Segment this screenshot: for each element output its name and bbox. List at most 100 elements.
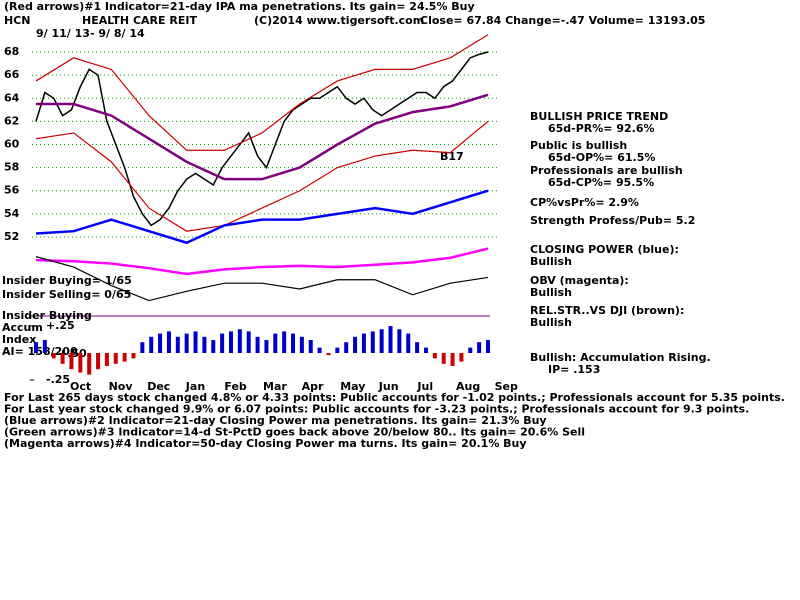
accum-bar	[34, 342, 38, 353]
accum-bar	[140, 342, 145, 353]
side-text: Bullish: Accumulation Rising.	[530, 351, 711, 364]
accum-bar	[87, 353, 92, 375]
y-tick-label: 52	[4, 230, 19, 243]
x-tick-label: Aug	[456, 380, 480, 393]
accum-bar	[353, 336, 358, 353]
series-line	[35, 120, 489, 232]
annotation: B17	[440, 150, 464, 163]
side-text: Strength Profess/Pub= 5.2	[530, 214, 695, 227]
accum-bar	[78, 353, 83, 373]
accum-bar	[193, 331, 198, 353]
copyright: (C)2014 www.tigersoft.com	[254, 14, 424, 27]
series-line	[35, 34, 489, 151]
accum-bar	[158, 333, 163, 353]
side-text: Professionals are bullish	[530, 164, 683, 177]
x-tick-label: Sep	[495, 380, 518, 393]
accum-bar	[406, 333, 411, 353]
y-tick-label: 54	[4, 207, 20, 220]
x-tick-label: May	[340, 380, 365, 393]
x-tick-label: Dec	[147, 380, 170, 393]
series-line	[35, 51, 489, 227]
x-tick-label: Mar	[263, 380, 287, 393]
accum-bar	[60, 353, 65, 364]
footer-text: (Green arrows)#3 Indicator=14-d St-PctD …	[4, 426, 585, 439]
accum-bar	[131, 353, 136, 359]
accum-bar	[423, 347, 428, 353]
accum-bar	[273, 333, 278, 353]
accum-bar	[441, 353, 446, 364]
accum-bar	[184, 333, 189, 353]
accum-bar	[255, 336, 260, 353]
accum-bar	[459, 353, 464, 362]
accum-bar	[370, 331, 375, 353]
x-tick-label: Oct	[70, 380, 91, 393]
x-tick-label: Nov	[109, 380, 134, 393]
footer-text: For Last year stock changed 9.9% or 6.07…	[4, 403, 749, 416]
footer-text: (Blue arrows)#2 Indicator=21-day Closing…	[4, 414, 547, 427]
side-text: CLOSING POWER (blue):	[530, 243, 679, 256]
side-text: REL.STR..VS DJI (brown):	[530, 304, 684, 317]
accum-bar	[388, 326, 393, 353]
accum-label: Insider Buying	[2, 309, 92, 322]
accum-bar	[397, 329, 402, 353]
y-tick-label: 62	[4, 114, 19, 127]
accum-bar	[450, 353, 455, 366]
side-text: Bullish	[530, 316, 572, 329]
accum-bar	[432, 353, 437, 359]
accum-bar	[175, 336, 180, 353]
side-text: CP%vsPr%= 2.9%	[530, 196, 639, 209]
accum-bar	[122, 353, 127, 362]
ticker: HCN	[4, 14, 31, 27]
accum-bar	[202, 336, 207, 353]
accum-bar	[246, 331, 251, 353]
accum-bar	[51, 353, 56, 359]
accum-bar	[344, 342, 349, 353]
y-tick-label: 68	[4, 45, 19, 58]
accum-bar	[104, 353, 109, 366]
accum-bar	[468, 347, 473, 353]
accum-bar	[299, 336, 304, 353]
series-line	[36, 93, 489, 181]
insider-selling: Insider Selling= 0/65	[2, 288, 131, 301]
side-text: Public is bullish	[530, 139, 627, 152]
accum-bar	[96, 353, 101, 370]
accum-bar	[113, 353, 118, 364]
accum-bar	[149, 336, 154, 353]
accum-bar	[317, 347, 322, 353]
x-tick-label: Apr	[302, 380, 324, 393]
y-tick-label: 58	[4, 161, 19, 174]
accum-bar	[237, 329, 242, 353]
y-tick-label: 60	[4, 138, 20, 151]
accum-bar	[326, 353, 331, 356]
accum-label: Index	[2, 333, 36, 346]
y-tick-label: 56	[4, 184, 20, 197]
accum-bar	[291, 333, 296, 353]
x-tick-label: Feb	[224, 380, 247, 393]
footer-text: For Last 265 days stock changed 4.8% or …	[4, 391, 785, 404]
side-text: 65d-CP%= 95.5%	[548, 176, 654, 189]
accum-bar	[166, 331, 171, 353]
side-text: 65d-PR%= 92.6%	[548, 122, 655, 135]
accum-bar	[211, 340, 216, 353]
side-text: BULLISH PRICE TREND	[530, 110, 668, 123]
x-tick-label: Jul	[416, 380, 433, 393]
series-line	[35, 256, 489, 302]
company: HEALTH CARE REIT	[82, 14, 197, 27]
insider-buying: Insider Buying= 1/65	[2, 274, 132, 287]
accum-bar	[69, 353, 74, 370]
y-tick-label: 64	[4, 91, 20, 104]
footer-text: (Magenta arrows)#4 Indicator=50-day Clos…	[4, 437, 527, 450]
accum-bar	[42, 340, 47, 353]
accum-bar	[477, 342, 482, 353]
side-text: Bullish	[530, 255, 572, 268]
side-text: OBV (magenta):	[530, 274, 629, 287]
accum-bar	[282, 331, 287, 353]
side-text: 65d-OP%= 61.5%	[548, 151, 655, 164]
accum-bar	[379, 329, 384, 353]
y-tick-label: 66	[4, 68, 20, 81]
accum-label: Accum	[2, 321, 43, 334]
accum-bar	[335, 347, 340, 353]
accum-bar	[264, 340, 269, 353]
accum-bar	[486, 340, 490, 353]
